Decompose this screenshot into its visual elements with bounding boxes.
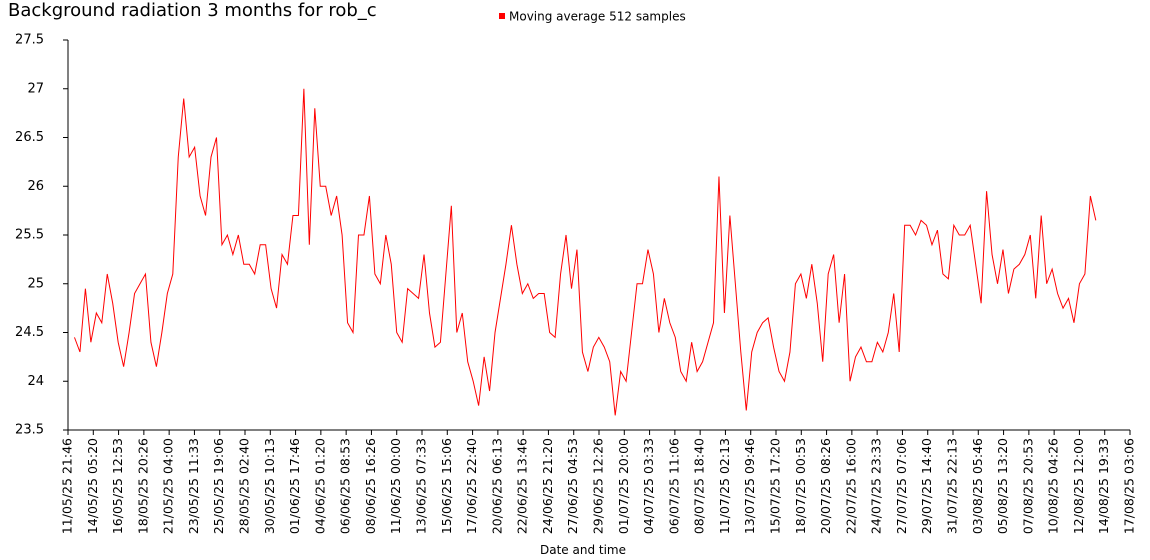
x-tick-label: 29/06/25 12:26 [591,438,606,534]
x-tick-label: 07/08/25 20:53 [1020,438,1035,534]
x-tick-label: 27/06/25 04:53 [565,438,580,534]
x-tick-label: 15/07/25 17:20 [768,438,783,534]
x-tick-label: 14/08/25 19:33 [1096,438,1111,534]
x-tick-label: 06/06/25 08:53 [338,438,353,534]
x-tick-label: 08/06/25 16:26 [363,438,378,534]
y-tick-label: 27.5 [15,33,44,48]
x-tick-label: 30/05/25 10:13 [262,438,277,534]
x-tick-label: 31/07/25 22:13 [945,438,960,534]
y-tick-label: 25.5 [15,228,44,243]
legend-swatch [499,13,505,19]
x-tick-label: 13/06/25 07:33 [414,438,429,534]
y-tick-label: 26 [27,179,44,194]
x-tick-label: 17/06/25 22:40 [464,438,479,534]
x-tick-label: 21/05/25 04:00 [161,438,176,534]
x-tick-label: 14/05/25 05:20 [85,438,100,534]
x-tick-label: 04/07/25 03:33 [641,438,656,534]
x-tick-label: 28/05/25 02:40 [237,438,252,534]
x-tick-label: 12/08/25 12:00 [1071,438,1086,534]
x-tick-label: 27/07/25 07:06 [894,438,909,534]
x-tick-label: 01/07/25 20:00 [616,438,631,534]
data-line [74,88,1097,416]
x-tick-label: 23/05/25 11:33 [186,438,201,534]
x-tick-label: 24/06/25 21:20 [540,438,555,534]
y-tick-label: 24 [27,374,44,389]
x-tick-label: 20/07/25 08:26 [818,438,833,534]
x-tick-label: 20/06/25 06:13 [489,438,504,534]
x-tick-label: 04/06/25 01:20 [312,438,327,534]
x-tick-label: 11/07/25 02:13 [717,438,732,534]
x-tick-label: 17/08/25 03:06 [1122,438,1137,534]
x-tick-label: 11/06/25 00:00 [388,438,403,534]
x-tick-label: 01/06/25 17:46 [287,438,302,534]
x-tick-label: 11/05/25 21:46 [60,438,75,534]
x-tick-label: 18/05/25 20:26 [135,438,150,534]
y-tick-label: 26.5 [15,130,44,145]
x-tick-label: 18/07/25 00:53 [793,438,808,534]
x-tick-label: 13/07/25 09:46 [742,438,757,534]
x-tick-label: 08/07/25 18:40 [692,438,707,534]
y-tick-label: 23.5 [15,423,44,438]
x-axis-label: Date and time [540,543,626,557]
x-tick-label: 15/06/25 15:06 [439,438,454,534]
x-tick-label: 22/06/25 13:46 [515,438,530,534]
x-tick-label: 25/05/25 19:06 [211,438,226,534]
legend-label: Moving average 512 samples [509,10,686,24]
x-tick-label: 05/08/25 13:20 [995,438,1010,534]
chart-title: Background radiation 3 months for rob_c [8,0,377,21]
x-tick-label: 06/07/25 11:06 [666,438,681,534]
y-tick-label: 27 [27,81,44,96]
x-tick-label: 22/07/25 16:00 [843,438,858,534]
x-tick-label: 10/08/25 04:26 [1046,438,1061,534]
x-tick-label: 03/08/25 05:46 [970,438,985,534]
x-tick-label: 29/07/25 14:40 [919,438,934,534]
y-tick-label: 24.5 [15,325,44,340]
x-tick-label: 24/07/25 23:33 [869,438,884,534]
x-tick-label: 16/05/25 12:53 [110,438,125,534]
y-tick-label: 25 [27,276,44,291]
